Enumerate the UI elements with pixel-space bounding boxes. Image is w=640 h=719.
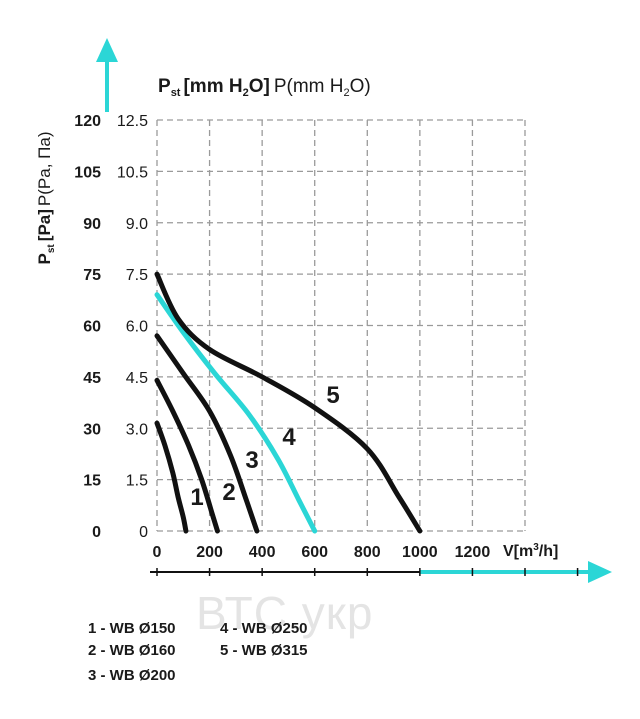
y-tick-label-pa: 15 <box>83 473 101 490</box>
legend-item-4: 4 - WB Ø250 <box>220 620 308 637</box>
y-tick-label-mmh2o: 3.0 <box>126 421 148 438</box>
x-tick-label: 1200 <box>455 544 491 561</box>
y-tick-label-mmh2o: 12.5 <box>117 113 148 130</box>
curve-4 <box>154 292 318 534</box>
y-tick-label-mmh2o: 1.5 <box>126 473 148 490</box>
x-tick-label: 800 <box>354 544 381 561</box>
legend-item-5: 5 - WB Ø315 <box>220 642 308 659</box>
y-tick-label-pa: 75 <box>83 267 101 284</box>
x-tick-label: 200 <box>196 544 223 561</box>
y-tick-label-pa: 120 <box>74 113 101 130</box>
y-tick-label-mmh2o: 9.0 <box>126 216 148 233</box>
x-axis-tick-marks <box>156 568 579 576</box>
x-axis-arrow <box>150 561 612 583</box>
y-tick-label-mmh2o: 0 <box>139 524 148 541</box>
curve-label-5: 5 <box>326 382 339 409</box>
x-tick-label: 0 <box>153 544 162 561</box>
curve-1 <box>154 420 189 534</box>
y-tick-label-pa: 45 <box>83 370 101 387</box>
curve-3 <box>154 333 260 534</box>
x-tick-label: 600 <box>301 544 328 561</box>
y-tick-label-pa: 0 <box>92 524 101 541</box>
y-tick-label-mmh2o: 6.0 <box>126 319 148 336</box>
chart-title: Pst [mm H2O] P(mm H2O) <box>158 76 371 99</box>
curve-label-4: 4 <box>282 424 296 451</box>
x-tick-label: 1000 <box>402 544 438 561</box>
y-tick-label-mmh2o: 10.5 <box>117 164 148 181</box>
legend-item-3: 3 - WB Ø200 <box>88 667 176 684</box>
y-tick-label-pa: 105 <box>74 164 101 181</box>
curve-5 <box>154 271 423 534</box>
y-tick-label-mmh2o: 7.5 <box>126 267 148 284</box>
x-tick-label: 400 <box>249 544 276 561</box>
curves: 1 234 5 <box>154 271 423 534</box>
y-tick-label-pa: 30 <box>83 421 101 438</box>
x-axis-label: V[m3/h] <box>503 542 558 560</box>
y-tick-label-mmh2o: 4.5 <box>126 370 148 387</box>
y-tick-label-pa: 90 <box>83 216 101 233</box>
curve-label-3: 3 <box>245 447 258 474</box>
legend-item-1: 1 - WB Ø150 <box>88 620 176 637</box>
curve-2 <box>154 377 220 534</box>
curve-label-2: 2 <box>222 479 235 506</box>
grid <box>156 119 526 532</box>
y-axis-arrow <box>96 38 118 112</box>
y-axis-label: Pst[Pa]P(Pa, Па) <box>35 132 57 265</box>
y-tick-label-pa: 60 <box>83 319 101 336</box>
legend-item-2: 2 - WB Ø160 <box>88 642 176 659</box>
curve-label-1: 1 <box>190 484 203 511</box>
watermark: ВТС.укр <box>196 587 374 639</box>
